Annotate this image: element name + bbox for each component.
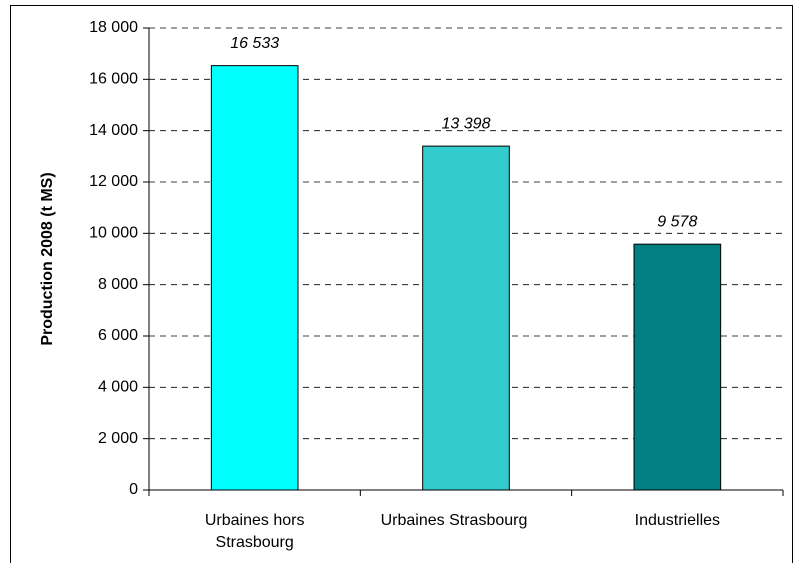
x-tick-label: Urbaines Strasbourg xyxy=(380,512,528,529)
y-tick-label: 0 xyxy=(129,481,138,498)
y-tick-label: 18 000 xyxy=(89,19,138,36)
y-tick-label: 12 000 xyxy=(89,173,138,190)
bar xyxy=(422,145,510,491)
y-tick-label: 6 000 xyxy=(98,327,138,344)
x-tick-label: Industrielles xyxy=(634,512,721,529)
bar xyxy=(633,243,722,491)
x-tick-label: Urbaines hors Strasbourg xyxy=(204,512,305,551)
value-label: 13 398 xyxy=(442,115,491,132)
y-tick-label: 16 000 xyxy=(89,71,138,88)
y-tick-label: 10 000 xyxy=(89,225,138,242)
bar xyxy=(210,65,299,491)
y-tick-label: 4 000 xyxy=(98,379,138,396)
y-tick-label: 2 000 xyxy=(98,430,138,447)
chart-frame xyxy=(10,5,793,563)
value-label: 9 578 xyxy=(657,213,697,230)
y-axis-label: Production 2008 (t MS) xyxy=(39,172,56,345)
y-tick-label: 14 000 xyxy=(89,122,138,139)
y-tick-label: 8 000 xyxy=(98,276,138,293)
value-label: 16 533 xyxy=(230,35,279,52)
